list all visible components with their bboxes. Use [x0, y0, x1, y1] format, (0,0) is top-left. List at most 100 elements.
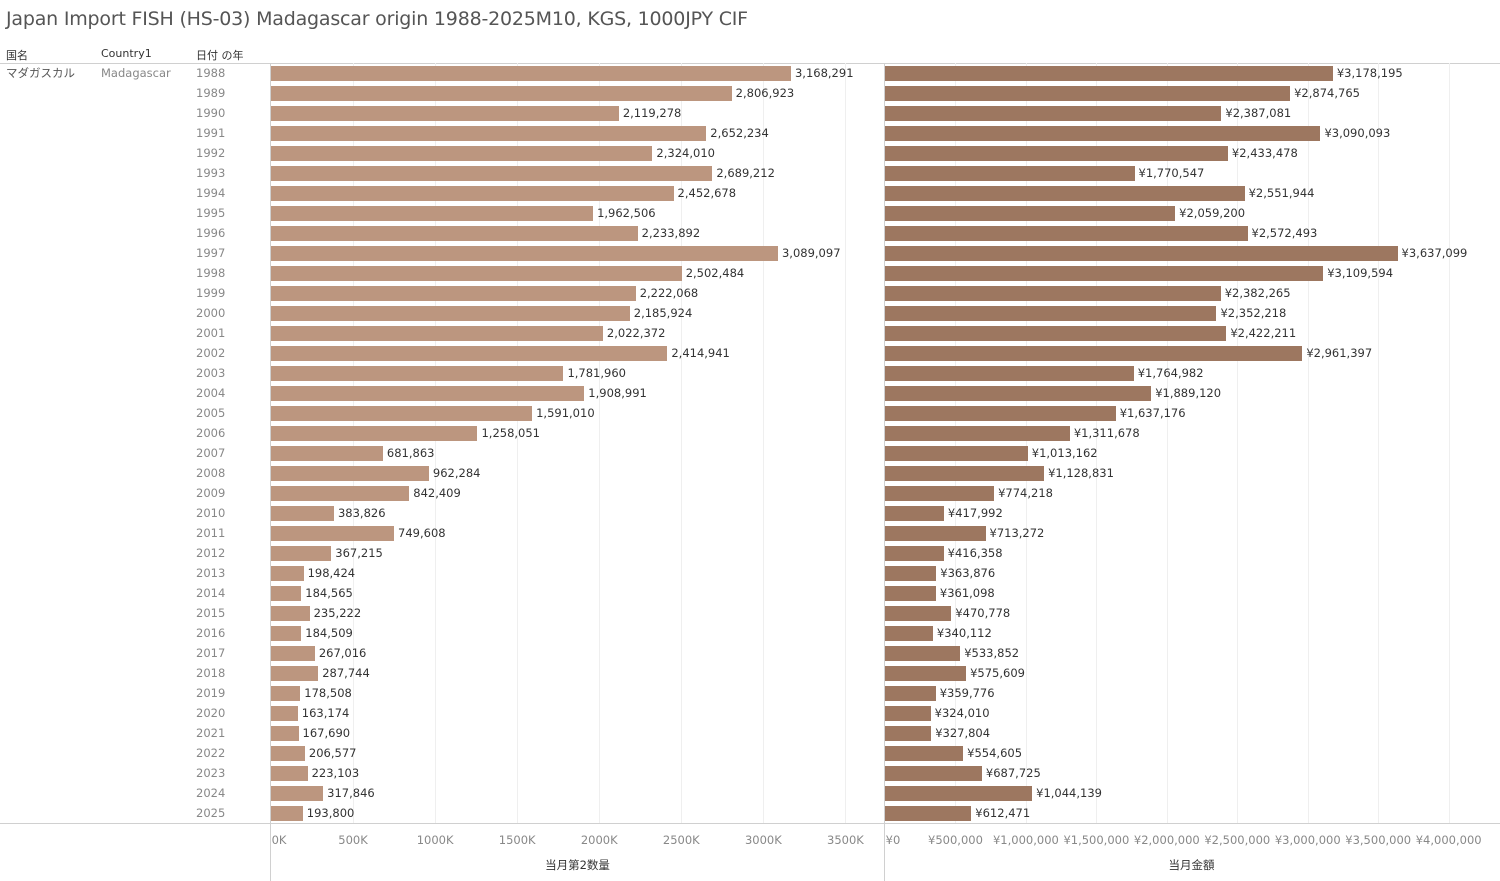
- bar[interactable]: [885, 625, 933, 641]
- year-label: 2020: [196, 706, 226, 720]
- year-label: 2017: [196, 646, 226, 660]
- bar[interactable]: [885, 665, 967, 681]
- bar[interactable]: [885, 85, 1291, 101]
- bar[interactable]: [271, 665, 319, 681]
- bar[interactable]: [885, 705, 931, 721]
- bar[interactable]: [885, 325, 1227, 341]
- bar[interactable]: [885, 405, 1116, 421]
- bar[interactable]: [885, 185, 1245, 201]
- bar[interactable]: [271, 285, 636, 301]
- header-country-jp[interactable]: 国名: [6, 49, 28, 62]
- bar[interactable]: [271, 745, 305, 761]
- bar[interactable]: [271, 705, 298, 721]
- x-tick-label: 3500K: [827, 833, 864, 847]
- bar[interactable]: [271, 445, 383, 461]
- bar[interactable]: [885, 805, 972, 821]
- x-tick-label: 1000K: [416, 833, 454, 847]
- x-tick-label: ¥1,500,000: [1063, 833, 1130, 847]
- bar[interactable]: [271, 465, 429, 481]
- bar[interactable]: [885, 605, 952, 621]
- data-label: ¥2,352,218: [1220, 306, 1287, 320]
- bar[interactable]: [885, 505, 944, 521]
- bar[interactable]: [271, 785, 324, 801]
- data-label: 2,452,678: [677, 186, 737, 200]
- bar[interactable]: [885, 205, 1176, 221]
- bar[interactable]: [271, 305, 630, 321]
- bar[interactable]: [885, 225, 1248, 241]
- bar[interactable]: [271, 265, 682, 281]
- bar[interactable]: [271, 685, 301, 701]
- bar[interactable]: [885, 765, 982, 781]
- bar[interactable]: [885, 685, 936, 701]
- bar[interactable]: [885, 245, 1398, 261]
- bar[interactable]: [885, 485, 995, 501]
- bar[interactable]: [885, 645, 961, 661]
- bar[interactable]: [271, 505, 334, 521]
- bar[interactable]: [271, 85, 732, 101]
- bar[interactable]: [885, 565, 937, 581]
- bar[interactable]: [271, 145, 653, 161]
- bar[interactable]: [885, 465, 1045, 481]
- bar[interactable]: [885, 545, 944, 561]
- data-label: 2,414,941: [671, 346, 730, 360]
- bar[interactable]: [885, 385, 1152, 401]
- bar[interactable]: [271, 345, 668, 361]
- bar[interactable]: [271, 525, 395, 541]
- header-year[interactable]: 日付 の年: [196, 49, 244, 62]
- bar[interactable]: [271, 545, 332, 561]
- data-label: ¥340,112: [936, 626, 992, 640]
- data-label: ¥713,272: [989, 526, 1045, 540]
- data-label: 383,826: [337, 506, 386, 520]
- data-label: ¥3,637,099: [1401, 246, 1468, 260]
- bar[interactable]: [885, 305, 1217, 321]
- bar[interactable]: [271, 645, 315, 661]
- bar[interactable]: [271, 125, 707, 141]
- bar[interactable]: [271, 385, 585, 401]
- bar[interactable]: [885, 525, 986, 541]
- bar[interactable]: [271, 485, 410, 501]
- year-label: 1991: [196, 126, 226, 140]
- gridline: [1448, 63, 1450, 823]
- bar[interactable]: [271, 605, 310, 621]
- bar[interactable]: [885, 725, 932, 741]
- bar[interactable]: [271, 165, 713, 181]
- bar[interactable]: [885, 585, 936, 601]
- bar[interactable]: [271, 425, 478, 441]
- bar[interactable]: [885, 265, 1324, 281]
- bar[interactable]: [885, 365, 1134, 381]
- bar[interactable]: [271, 765, 308, 781]
- bar[interactable]: [885, 425, 1070, 441]
- data-label: 184,565: [305, 586, 353, 600]
- bar[interactable]: [271, 65, 791, 81]
- bar[interactable]: [271, 185, 674, 201]
- bar[interactable]: [271, 365, 564, 381]
- header-country[interactable]: Country1: [101, 47, 152, 60]
- bar[interactable]: [885, 125, 1321, 141]
- year-label: 2004: [196, 386, 226, 400]
- data-label: 1,591,010: [536, 406, 595, 420]
- bar[interactable]: [271, 725, 299, 741]
- bar[interactable]: [885, 165, 1135, 181]
- bar[interactable]: [885, 65, 1333, 81]
- bar[interactable]: [271, 105, 619, 121]
- data-label: 178,508: [304, 686, 352, 700]
- bar[interactable]: [885, 785, 1033, 801]
- bar[interactable]: [271, 205, 594, 221]
- bar[interactable]: [271, 585, 302, 601]
- gridline: [955, 63, 957, 823]
- bar[interactable]: [271, 405, 533, 421]
- bar[interactable]: [271, 325, 603, 341]
- bar[interactable]: [271, 565, 304, 581]
- bar[interactable]: [885, 345, 1303, 361]
- bar[interactable]: [885, 105, 1222, 121]
- year-label: 2018: [196, 666, 226, 680]
- bar[interactable]: [271, 625, 302, 641]
- bar[interactable]: [271, 225, 638, 241]
- bar[interactable]: [271, 245, 778, 261]
- bar[interactable]: [885, 145, 1228, 161]
- bar[interactable]: [885, 745, 964, 761]
- data-label: ¥2,382,265: [1224, 286, 1291, 300]
- bar[interactable]: [885, 445, 1028, 461]
- bar[interactable]: [271, 805, 303, 821]
- bar[interactable]: [885, 285, 1221, 301]
